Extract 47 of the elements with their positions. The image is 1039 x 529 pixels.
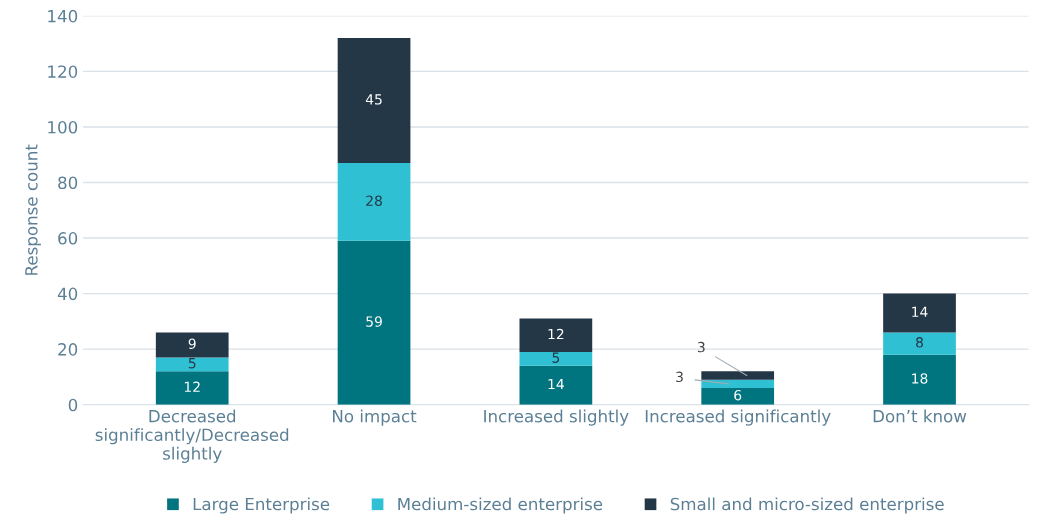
y-tick-label: 120 [48,65,78,78]
data-label: 28 [366,195,382,206]
y-tick-label: 0 [68,398,78,412]
data-label: 12 [184,381,200,392]
bar [155,332,229,358]
y-tick-label: 80 [58,176,78,190]
data-label: 5 [552,352,560,363]
data-label: 45 [365,94,382,105]
x-tick-label: Increased significantly [645,409,831,426]
bar [883,354,956,405]
data-label: 14 [912,306,928,317]
data-label: 8 [916,337,923,348]
bar [155,357,229,372]
data-label: 5 [188,358,196,369]
data-label: 18 [912,373,928,384]
y-tick-label: 20 [58,343,78,356]
data-label: 6 [734,389,742,401]
data-label: 3 [676,371,683,383]
legend-label: Small and micro-sized enterprise [670,497,944,514]
x-tick-label: Don’t know [873,409,967,423]
y-tick-label: 140 [48,9,78,23]
data-label: 59 [366,316,382,327]
x-tick-label: No impact [333,409,417,426]
legend-label: Medium-sized enterprise [398,497,603,514]
y-tick-label: 60 [58,232,78,245]
bar [883,293,956,333]
x-tick-label: Increased slightly [484,409,629,426]
bar [337,163,411,241]
bar [701,379,775,389]
legend-label: Large Enterprise [193,497,330,514]
bar [701,388,775,405]
bar [337,38,411,164]
bar [701,371,775,380]
bar [883,332,956,355]
x-tick-label: Decreased significantly/Decreased slightly [95,409,289,463]
y-axis-title: Response count [25,144,41,275]
data-label: 12 [548,328,564,340]
data-label: 9 [188,338,196,349]
bar [519,318,593,352]
y-tick-label: 100 [48,120,78,134]
data-label: 14 [548,378,564,390]
bar [519,351,593,366]
bar [155,371,229,405]
bar [337,240,411,405]
bar [519,365,593,405]
y-tick-label: 40 [57,287,78,301]
data-label: 3 [697,341,705,353]
